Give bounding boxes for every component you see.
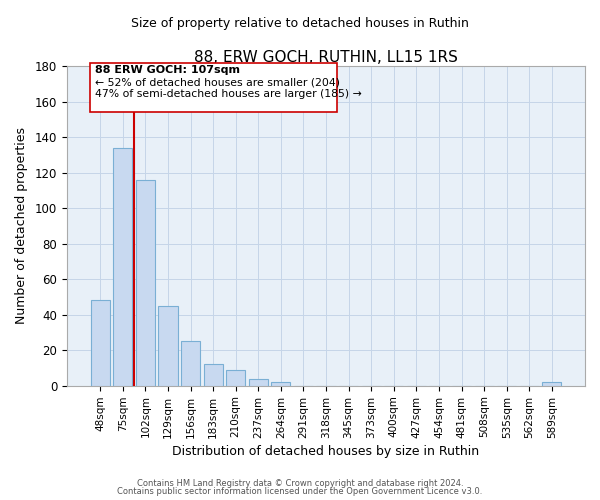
- Text: ← 52% of detached houses are smaller (204): ← 52% of detached houses are smaller (20…: [95, 78, 340, 88]
- Text: Contains HM Land Registry data © Crown copyright and database right 2024.: Contains HM Land Registry data © Crown c…: [137, 478, 463, 488]
- Polygon shape: [90, 62, 337, 112]
- Bar: [226, 370, 245, 386]
- Bar: [203, 364, 223, 386]
- Text: Contains public sector information licensed under the Open Government Licence v3: Contains public sector information licen…: [118, 487, 482, 496]
- X-axis label: Distribution of detached houses by size in Ruthin: Distribution of detached houses by size …: [172, 444, 479, 458]
- Bar: [158, 306, 178, 386]
- Bar: [542, 382, 562, 386]
- Y-axis label: Number of detached properties: Number of detached properties: [15, 128, 28, 324]
- Text: 47% of semi-detached houses are larger (185) →: 47% of semi-detached houses are larger (…: [95, 89, 361, 99]
- Bar: [136, 180, 155, 386]
- Bar: [248, 378, 268, 386]
- Bar: [181, 342, 200, 386]
- Bar: [113, 148, 133, 386]
- Title: 88, ERW GOCH, RUTHIN, LL15 1RS: 88, ERW GOCH, RUTHIN, LL15 1RS: [194, 50, 458, 65]
- Text: 88 ERW GOCH: 107sqm: 88 ERW GOCH: 107sqm: [95, 66, 239, 76]
- Bar: [271, 382, 290, 386]
- Bar: [91, 300, 110, 386]
- Text: Size of property relative to detached houses in Ruthin: Size of property relative to detached ho…: [131, 18, 469, 30]
